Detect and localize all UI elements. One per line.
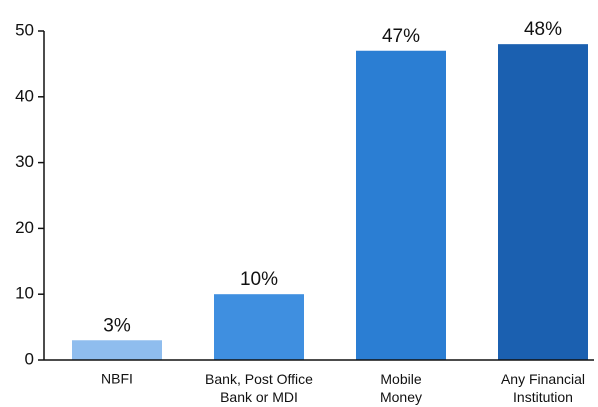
x-tick-label: Mobile Money: [380, 371, 422, 405]
y-tick-label: 10: [15, 284, 34, 303]
value-label: 10%: [240, 269, 278, 290]
bar: [356, 50, 446, 361]
x-tick-label: Bank, Post Office Bank or MDI: [205, 371, 313, 405]
bar: [72, 340, 162, 360]
value-label: 48%: [524, 19, 562, 40]
value-label: 47%: [382, 26, 420, 47]
x-tick-label: NBFI: [101, 371, 133, 387]
x-tick-label: Any Financial Institution: [501, 371, 585, 405]
y-tick-label: 0: [25, 349, 34, 368]
value-label: 3%: [103, 315, 131, 336]
bar: [214, 294, 304, 360]
y-tick-label: 20: [15, 218, 34, 237]
y-tick-label: 50: [15, 20, 34, 39]
y-tick-label: 30: [15, 152, 34, 171]
bar: [498, 44, 588, 360]
y-tick-label: 40: [15, 86, 34, 105]
